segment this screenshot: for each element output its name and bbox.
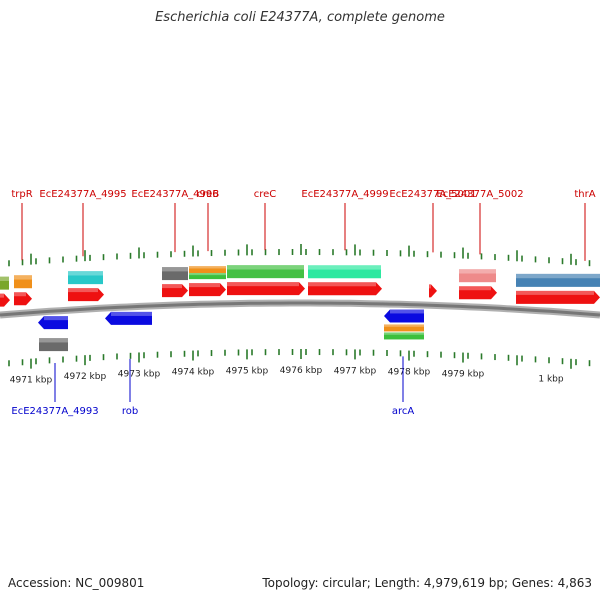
gene-label: rob — [122, 406, 138, 417]
tick-marks-bottom — [8, 349, 591, 369]
forward-gene-shine — [162, 284, 182, 289]
feature-EcE24377A_5002-shine — [459, 269, 496, 274]
kbp-label: 1 kbp — [538, 374, 564, 384]
feature-thrA-shine — [516, 273, 600, 279]
feature-track-bottom — [39, 324, 424, 352]
reverse-gene-shine — [390, 309, 424, 314]
tick-marks-top — [8, 244, 591, 267]
feature-EcE24377A_4993-shine — [39, 338, 68, 343]
kbp-label: 4975 kbp — [226, 366, 269, 376]
feature-EcE24377A_5002 — [459, 269, 496, 283]
feature-arcA-orange — [384, 324, 424, 332]
feature-creC — [227, 265, 304, 279]
reverse-gene-arrow — [38, 316, 68, 330]
gene-label: EcE24377A_4996 — [131, 189, 218, 200]
feature-creC-shine — [227, 265, 304, 270]
accession-text: Accession: NC_009801 — [8, 576, 145, 590]
gene-label: trpR — [11, 189, 32, 200]
feature-olive-shine — [0, 276, 9, 281]
feature-orange — [14, 275, 32, 289]
page-title: Escherichia coli E24377A, complete genom… — [155, 10, 445, 25]
feature-EcE24377A_4996 — [162, 267, 188, 281]
feature-EcE24377A_4999 — [308, 265, 381, 279]
forward-gene-shine — [68, 288, 98, 293]
gene-label: thrA — [574, 189, 595, 200]
kbp-label: 4974 kbp — [172, 368, 215, 378]
gene-label: EcE24377A_5002 — [436, 189, 523, 200]
kbp-label: 4978 kbp — [388, 368, 431, 378]
feature-orange-shine — [14, 275, 32, 280]
forward-gene-arrow — [0, 293, 10, 307]
feature-arcA-orange-shine — [384, 324, 424, 327]
forward-gene-shine — [429, 284, 431, 289]
forward-gene-shine — [227, 282, 299, 287]
feature-EcE24377A_4993 — [39, 338, 68, 352]
feature-arcA-green — [384, 332, 424, 340]
feature-creB-orange — [189, 266, 226, 274]
genome-backbone — [0, 299, 600, 319]
kbp-label: 4973 kbp — [118, 369, 161, 379]
forward-gene-shine — [308, 282, 376, 287]
kbp-label: 4976 kbp — [280, 366, 323, 376]
forward-gene-arrow — [459, 286, 497, 300]
topology-text: Topology: circular; Length: 4,979,619 bp… — [262, 576, 592, 590]
reverse-gene-shine — [44, 316, 68, 321]
kbp-label: 4979 kbp — [442, 370, 485, 380]
forward-gene-shine — [14, 292, 26, 297]
reverse-gene-arrow — [105, 311, 152, 325]
feature-creB-orange-shine — [189, 266, 226, 269]
feature-arcA-green-shine — [384, 332, 424, 335]
gene-track-forward — [0, 282, 600, 307]
feature-EcE24377A_4995 — [68, 271, 103, 285]
forward-gene-arrow — [308, 282, 382, 296]
gene-label: EcE24377A_4999 — [301, 189, 388, 200]
gene-track-reverse — [38, 309, 424, 330]
backbone-line — [0, 301, 600, 317]
feature-EcE24377A_4995-shine — [68, 271, 103, 276]
forward-gene-shine — [459, 286, 491, 291]
gene-label: creC — [254, 189, 277, 200]
kbp-scale-labels: 4971 kbp 4972 kbp 4973 kbp 4974 kbp 4975 kbp… — [10, 366, 564, 386]
kbp-label: 4972 kbp — [64, 372, 107, 382]
reverse-gene-arrow — [384, 309, 424, 323]
kbp-label: 4971 kbp — [10, 376, 53, 386]
feature-creB-green-shine — [189, 273, 226, 276]
feature-track-top — [0, 265, 600, 290]
forward-gene-arrow — [68, 288, 104, 302]
forward-gene-arrow — [14, 292, 32, 306]
feature-EcE24377A_4996-shine — [162, 267, 188, 272]
gene-label: creB — [197, 189, 220, 200]
forward-gene-arrow — [227, 282, 305, 296]
gene-label: EcE24377A_4995 — [39, 189, 126, 200]
feature-EcE24377A_4999-shine — [308, 265, 381, 270]
forward-gene-arrow — [162, 284, 188, 298]
forward-gene-arrow — [189, 283, 226, 297]
feature-creB-green — [189, 273, 226, 280]
gene-label: arcA — [392, 406, 415, 417]
forward-gene-shine — [189, 283, 220, 288]
gene-label: EcE24377A_4993 — [11, 406, 98, 417]
kbp-label: 4977 kbp — [334, 366, 377, 376]
forward-gene-shine — [0, 293, 4, 298]
feature-olive — [0, 276, 9, 290]
forward-gene-arrow — [429, 284, 437, 298]
feature-thrA — [516, 273, 600, 287]
forward-gene-arrow — [516, 290, 600, 304]
forward-gene-shine — [516, 290, 594, 295]
gene-label: EcE24377A_5001 — [389, 189, 476, 200]
gene-labels-bottom: EcE24377A_4993 rob arcA — [11, 356, 414, 417]
reverse-gene-shine — [111, 311, 152, 316]
